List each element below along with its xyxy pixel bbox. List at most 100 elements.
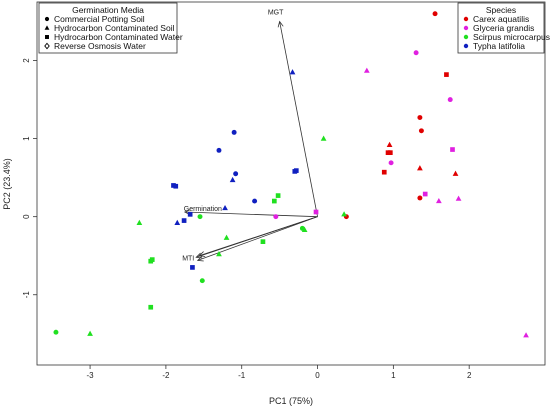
- data-point: [341, 211, 347, 217]
- data-point: [450, 147, 455, 152]
- data-point: [181, 218, 187, 223]
- data-point: [432, 11, 438, 17]
- data-point: [271, 198, 277, 204]
- legend-media-label: Commercial Potting Soil: [54, 14, 145, 24]
- data-point: [413, 50, 419, 56]
- data-point: [199, 278, 205, 284]
- legend-media-label: Hydrocarbon Contaminated Water: [54, 32, 183, 42]
- data-point: [136, 219, 143, 226]
- data-point: [523, 332, 529, 338]
- legend-species-box: [457, 2, 545, 54]
- legend-species-label: Scirpus microcarpus: [473, 32, 550, 42]
- x-axis-title: PC1 (75%): [269, 396, 313, 406]
- legend-species-marker: [463, 34, 469, 40]
- data-point: [260, 239, 266, 244]
- x-tick-label: -1: [238, 371, 246, 380]
- legend-species-marker: [463, 16, 469, 22]
- loading-arrow: [199, 216, 318, 257]
- x-tick-label: -3: [87, 371, 95, 380]
- y-tick-label: -1: [22, 291, 31, 299]
- data-point: [417, 115, 423, 121]
- data-point: [231, 129, 237, 135]
- loading-arrowhead: [196, 255, 204, 262]
- y-axis-title: PC2 (23.4%): [2, 158, 12, 210]
- data-point: [418, 128, 424, 134]
- data-point: [197, 214, 203, 220]
- legend-media-label: Reverse Osmosis Water: [54, 41, 146, 51]
- data-point: [223, 234, 230, 240]
- legend-germination-media: Germination Media Commercial Potting Soi…: [38, 2, 183, 54]
- data-point: [447, 97, 453, 103]
- data-point: [87, 330, 93, 336]
- data-point: [273, 214, 279, 220]
- y-tick-label: 0: [22, 214, 31, 219]
- legend-media-marker: [44, 25, 50, 30]
- data-point: [148, 304, 154, 310]
- legend-media-marker: [44, 16, 50, 22]
- data-point: [381, 169, 387, 175]
- x-tick-label: 1: [391, 371, 396, 380]
- axes: -3 -2 -1 0 1 2 -1 0 1 2: [22, 58, 472, 380]
- data-point: [292, 169, 298, 174]
- loading-arrowhead: [198, 251, 206, 257]
- legend-media-marker: [45, 35, 49, 39]
- data-point: [435, 197, 442, 204]
- data-point: [190, 265, 195, 270]
- data-point: [174, 219, 181, 226]
- legend-media-title: Germination Media: [72, 5, 144, 15]
- data-point: [320, 135, 327, 141]
- loading-arrow: [184, 211, 318, 218]
- data-point: [53, 329, 59, 335]
- loading-label: MTI: [182, 255, 194, 262]
- data-point: [301, 226, 308, 233]
- data-point: [216, 251, 222, 257]
- data-point: [452, 170, 459, 176]
- data-points: [53, 11, 529, 338]
- loading-arrow: [279, 21, 318, 217]
- legend-species-marker: [463, 43, 469, 49]
- data-point: [187, 211, 193, 217]
- x-tick-label: -2: [162, 371, 170, 380]
- legend-species-label: Carex aquatilis: [473, 14, 529, 24]
- data-point: [222, 204, 228, 211]
- y-tick-label: 2: [22, 58, 31, 63]
- data-point: [148, 258, 154, 264]
- data-point: [233, 171, 239, 177]
- legend-species-marker: [463, 25, 469, 31]
- loading-arrowhead: [277, 20, 284, 28]
- data-point: [417, 165, 423, 171]
- data-point: [422, 191, 428, 197]
- loading-vectors: MGT Germination MTI: [182, 10, 318, 262]
- legend-species-label: Glyceria grandis: [473, 23, 534, 33]
- data-point: [229, 176, 236, 183]
- legend-species-label: Typha latifolia: [473, 41, 525, 51]
- data-point: [173, 183, 179, 189]
- legend-media-label: Hydrocarbon Contaminated Soil: [54, 23, 175, 33]
- data-point: [455, 195, 462, 201]
- data-point: [289, 69, 296, 75]
- x-tick-label: 0: [315, 371, 320, 380]
- legend-species-title: Species: [486, 5, 516, 15]
- data-point: [444, 72, 449, 77]
- loading-label: Germination: [184, 206, 222, 213]
- data-point: [386, 141, 393, 147]
- loading-arrow: [197, 216, 318, 261]
- data-point: [388, 160, 394, 166]
- loading-label: MGT: [268, 10, 284, 17]
- data-point: [313, 209, 319, 215]
- data-point: [216, 147, 222, 153]
- x-tick-label: 2: [467, 371, 472, 380]
- plot-frame: [36, 1, 546, 366]
- data-point: [252, 198, 258, 204]
- y-tick-label: 1: [22, 136, 31, 141]
- legend-media-marker: [44, 42, 50, 50]
- data-point: [363, 67, 370, 73]
- data-point: [417, 195, 423, 201]
- data-point: [387, 150, 393, 156]
- legend-media-box: [38, 2, 178, 54]
- data-point: [275, 193, 281, 198]
